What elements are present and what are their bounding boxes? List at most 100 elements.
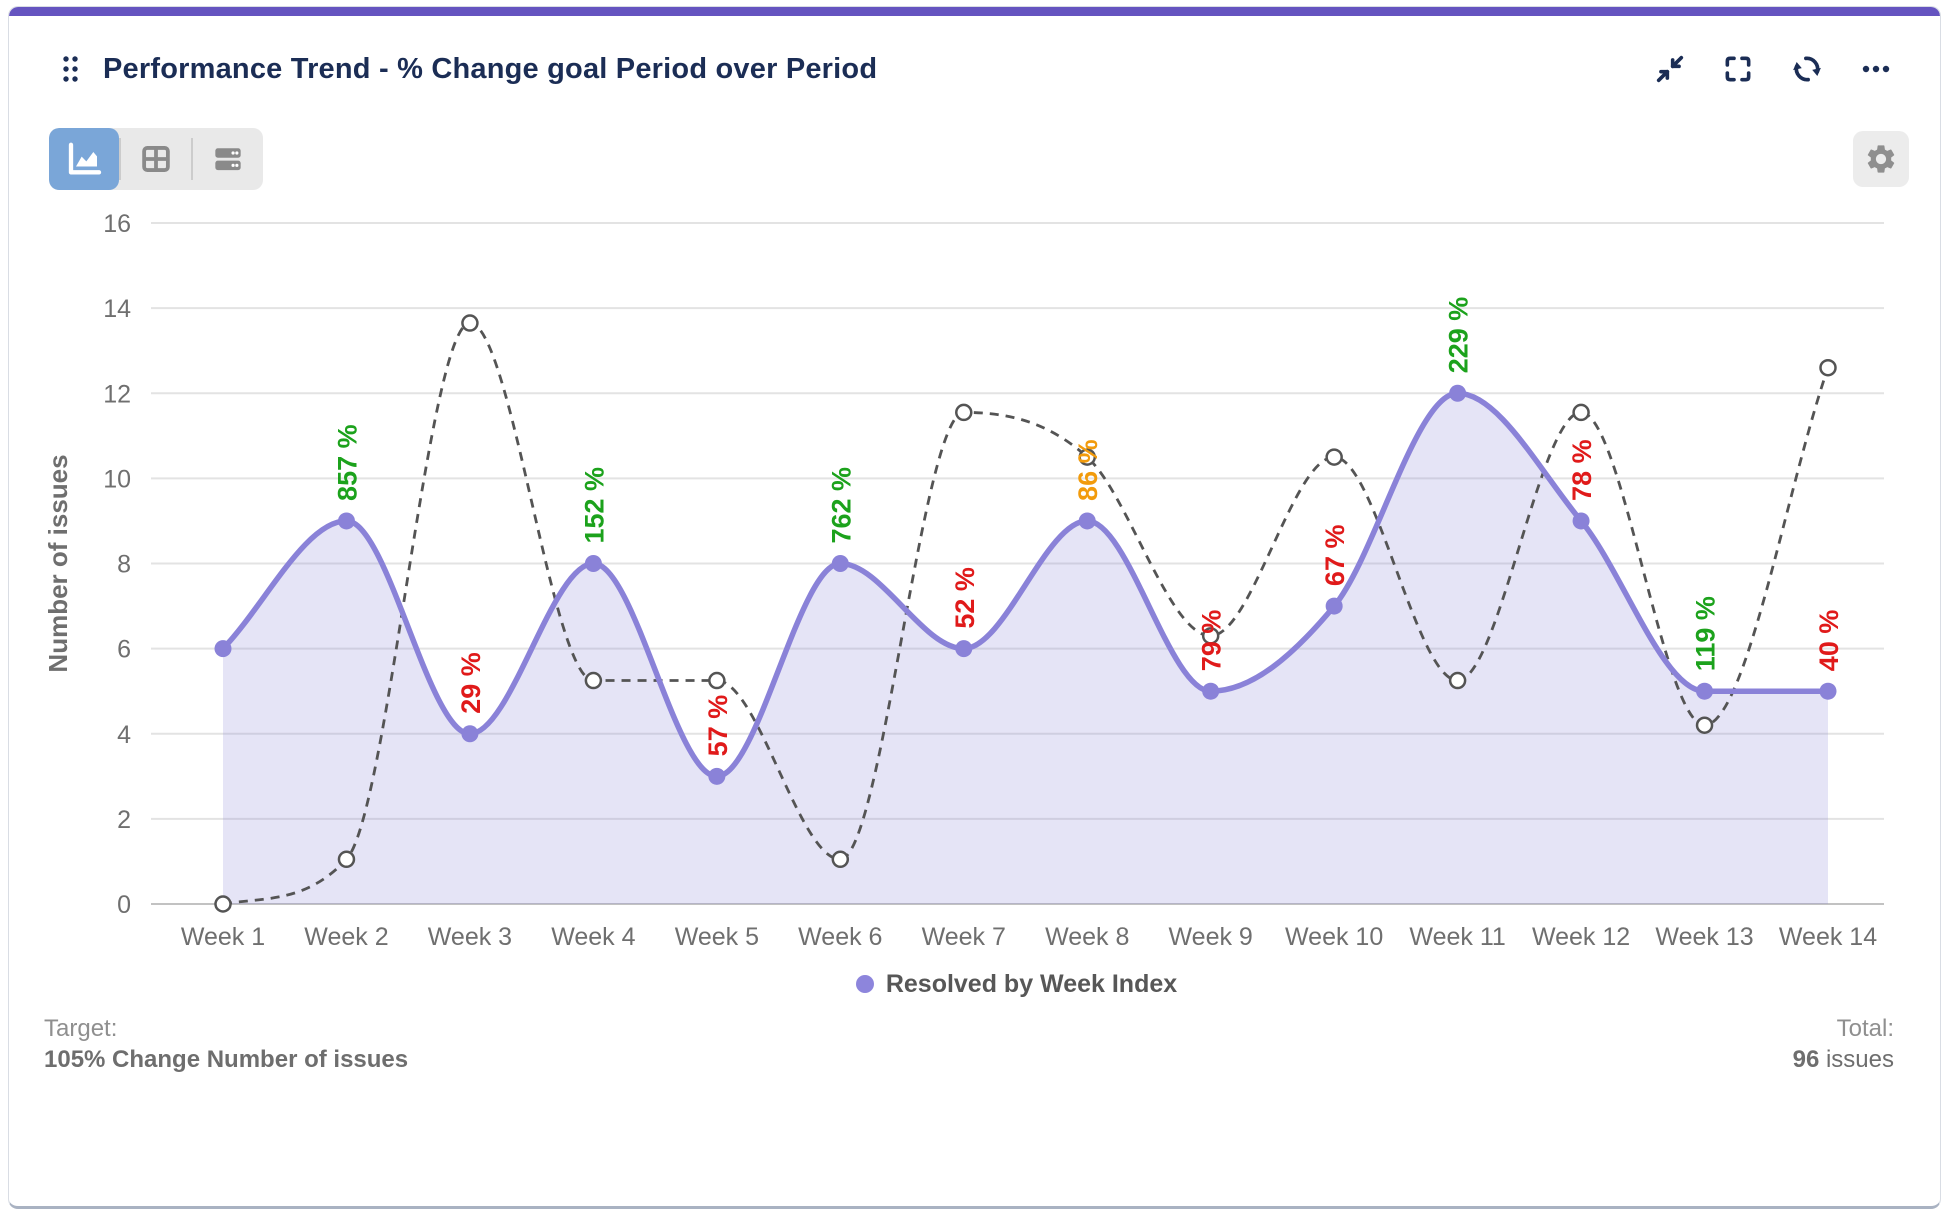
total-label: Total: [1836,1015,1894,1042]
pct-change-label: 762 % [826,467,856,544]
pct-change-label: 40 % [1814,610,1844,672]
comparison-point [461,314,479,332]
toolbar-divider [191,138,193,180]
x-tick-label: Week 4 [551,923,635,951]
x-tick-label: Week 5 [675,923,759,951]
table-icon [137,140,175,178]
more-options-button[interactable] [1858,51,1894,87]
comparison-point [955,403,973,422]
view-toggle-chart[interactable] [49,128,119,190]
widget-footer: Target: 105% Change Number of issues Tot… [44,1013,1894,1075]
y-tick-label: 4 [117,721,131,749]
widget-title: Performance Trend - % Change goal Period… [103,52,878,85]
y-tick-label: 6 [117,636,131,664]
y-tick-label: 16 [103,210,131,238]
comparison-point [1325,448,1343,466]
x-tick-label: Week 8 [1045,923,1129,951]
x-tick-label: Week 11 [1409,923,1505,951]
collapse-button[interactable] [1652,51,1688,87]
pct-change-label: 29 % [456,652,486,714]
pct-change-label: 79 % [1197,610,1227,672]
drag-handle-icon[interactable] [61,54,81,84]
x-tick-label: Week 3 [428,923,512,951]
refresh-icon [1790,52,1824,86]
widget-header: Performance Trend - % Change goal Period… [61,47,1894,91]
comparison-point [1078,448,1096,466]
comparison-point [1448,671,1467,690]
fullscreen-icon [1722,53,1754,85]
comparison-point [1695,716,1714,734]
comparison-point [831,850,850,869]
view-toggle-table[interactable] [121,128,191,190]
rows-icon [209,140,247,178]
x-tick-label: Week 10 [1285,923,1383,951]
y-tick-label: 0 [117,891,131,919]
y-tick-label: 8 [117,551,131,579]
data-point[interactable] [955,640,973,658]
data-point[interactable] [1819,682,1837,700]
pct-change-label: 119 % [1691,596,1721,671]
refresh-button[interactable] [1788,50,1826,88]
comparison-point [1572,403,1590,422]
card-accent-bar [9,7,1940,16]
data-point[interactable] [831,555,849,572]
data-point[interactable] [1696,682,1714,700]
y-tick-label: 14 [103,295,131,323]
data-point[interactable] [1325,597,1343,615]
x-tick-label: Week 6 [798,923,882,951]
data-point[interactable] [1078,512,1096,530]
x-tick-label: Week 1 [181,923,265,951]
data-point[interactable] [584,555,602,572]
x-tick-label: Week 2 [304,923,388,951]
y-tick-label: 12 [103,380,131,408]
target-value: 105% Change Number of issues [44,1046,409,1073]
y-tick-label: 10 [103,465,131,493]
data-point[interactable] [708,767,726,785]
settings-button[interactable] [1853,131,1909,187]
toolbar-divider [119,138,121,180]
data-point[interactable] [214,640,232,658]
header-actions [1652,50,1894,88]
legend-marker [855,975,874,993]
data-point[interactable] [1572,512,1590,530]
comparison-point [1201,627,1220,645]
area-fill [223,393,1828,904]
pct-change-label: 57 % [703,695,733,757]
chart-widget-card: Performance Trend - % Change goal Period… [8,6,1941,1209]
legend-label: Resolved by Week Index [885,969,1178,998]
pct-change-label: 152 % [579,467,609,544]
total-unit: issues [1825,1046,1894,1073]
pct-change-label: 52 % [950,567,980,629]
comparison-point [584,671,603,690]
comparison-point [1819,358,1837,377]
x-tick-label: Week 12 [1532,923,1630,951]
view-toggle-rows[interactable] [193,128,263,190]
total-block: Total: 96 issues [1793,1013,1894,1075]
comparison-point [337,850,356,869]
data-point[interactable] [337,512,355,530]
chart-toolbar [49,128,1909,190]
gear-icon [1864,142,1898,176]
fullscreen-button[interactable] [1720,51,1756,87]
collapse-icon [1654,53,1686,85]
target-label: Target: [44,1015,118,1042]
y-axis-title: Number of issues [43,454,73,672]
x-tick-label: Week 13 [1655,923,1753,951]
x-tick-label: Week 9 [1169,923,1253,951]
pct-change-label: 857 % [332,424,362,501]
comparison-point [708,671,726,690]
x-tick-label: Week 7 [922,923,1006,951]
series-line [220,390,1831,780]
target-block: Target: 105% Change Number of issues [44,1013,408,1075]
comparison-point [214,895,232,913]
total-value: 96 [1792,1046,1820,1073]
x-tick-label: Week 14 [1779,923,1877,951]
pct-change-label: 78 % [1567,439,1597,501]
data-point[interactable] [1449,384,1467,402]
pct-change-label: 86 % [1073,439,1103,501]
y-tick-label: 2 [117,806,131,834]
comparison-line [222,321,1830,906]
data-point[interactable] [1202,682,1220,700]
data-point[interactable] [461,725,479,743]
legend-item[interactable]: Resolved by Week Index [151,967,1882,1001]
